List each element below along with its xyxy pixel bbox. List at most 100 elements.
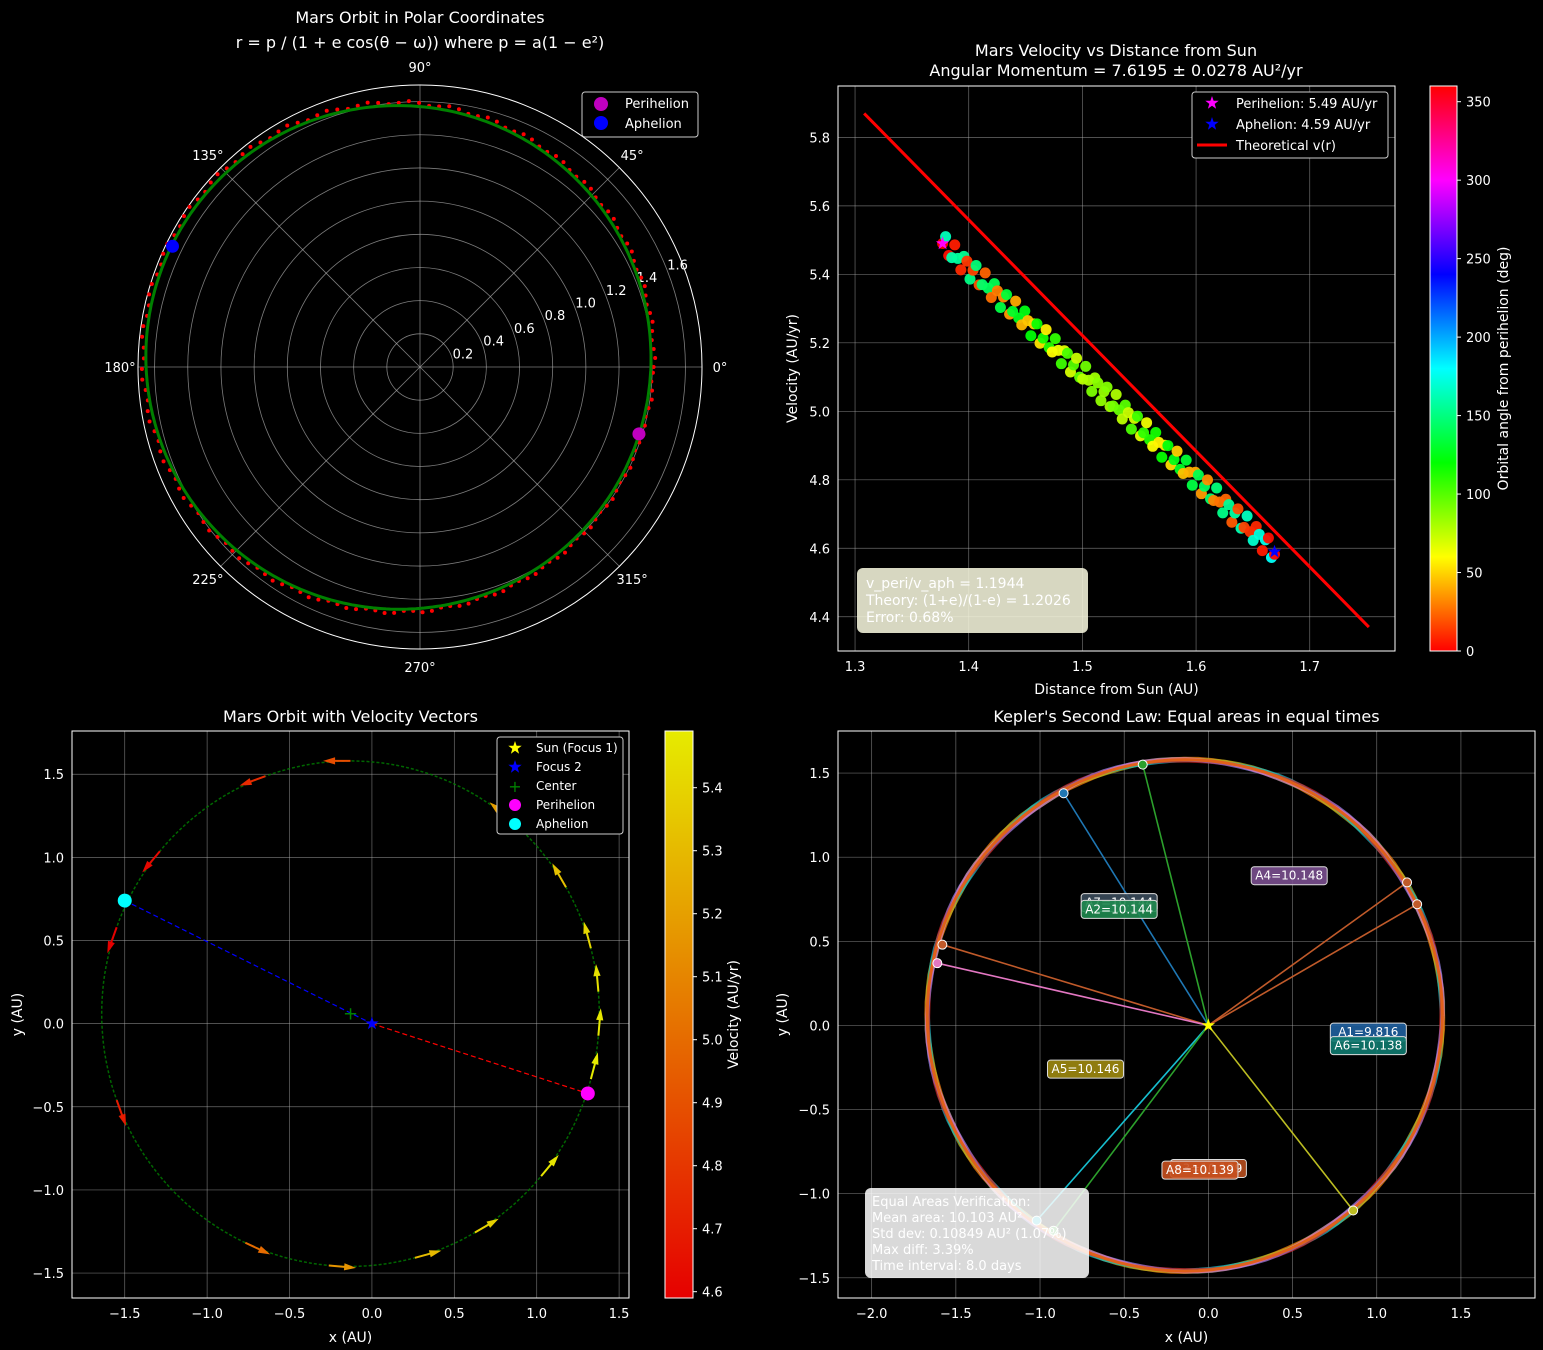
kepler-area-label: A1=9.816: [1338, 1025, 1398, 1039]
polar-observed-point: [246, 561, 251, 566]
velocity-x-tick: 1.4: [958, 660, 979, 675]
polar-observed-point: [344, 606, 349, 611]
polar-observed-point: [258, 140, 263, 145]
kepler-area-label: A2=10.144: [1085, 902, 1153, 916]
velocity-data-point: [1211, 482, 1223, 494]
polar-observed-point: [485, 115, 490, 120]
polar-observed-point: [145, 409, 150, 414]
velocity-aphelion-star: [1267, 544, 1282, 558]
vectors-velocity-arrowhead: [343, 1263, 357, 1271]
polar-observed-point: [494, 119, 499, 124]
velocity-y-tick: 5.2: [809, 337, 830, 352]
kepler-area-label-box: [1161, 1160, 1239, 1180]
vectors-colorbar-tick: 4.7: [702, 1223, 723, 1238]
velocity-y-tick: 4.8: [809, 474, 830, 489]
velocity-colorbar-tick: 100: [1466, 488, 1491, 503]
polar-observed-point: [651, 365, 656, 369]
velocity-data-point: [1055, 358, 1067, 370]
kepler-radius-line: [1207, 1024, 1354, 1212]
velocity-data-point: [1031, 318, 1043, 330]
polar-observed-point: [141, 324, 146, 329]
polar-observed-point: [466, 601, 471, 606]
velocity-data-point: [955, 264, 967, 276]
vectors-y-tick: 0.0: [43, 1018, 64, 1033]
vectors-title: Mars Orbit with Velocity Vectors: [223, 707, 478, 726]
polar-angle-tick: 135°: [192, 149, 223, 164]
vectors-legend: [496, 736, 624, 835]
kepler-area-label: A6=10.138: [1334, 1039, 1402, 1053]
polar-observed-point: [651, 347, 656, 352]
velocity-data-point: [1168, 454, 1180, 466]
vectors-colorbar-tick: 5.1: [702, 971, 723, 986]
polar-angle-tick: 180°: [104, 361, 135, 376]
velocity-data-point: [1086, 385, 1098, 397]
polar-observed-point: [316, 597, 321, 602]
kepler-ylabel: y (AU): [775, 993, 791, 1036]
kepler-area-label-box: [1329, 1036, 1407, 1056]
polar-observed-point: [177, 486, 182, 491]
velocity-axes-frame: [837, 85, 1396, 652]
polar-grid-spoke: [419, 167, 620, 368]
kepler-x-tick: 1.0: [1366, 1307, 1387, 1322]
vectors-x-tick: 0.5: [444, 1307, 465, 1322]
polar-observed-point: [561, 160, 566, 165]
kepler-endpoint: [1402, 877, 1413, 888]
polar-observed-point: [161, 459, 166, 464]
polar-observed-point: [456, 107, 461, 112]
kepler-sun-marker: [1201, 1018, 1215, 1032]
polar-observed-point: [588, 525, 593, 530]
velocity-data-point: [1202, 474, 1214, 486]
velocity-x-tick: 1.7: [1299, 660, 1320, 675]
vectors-velocity-arrowhead: [107, 940, 115, 954]
velocity-data-point: [1019, 305, 1031, 317]
kepler-annotation-line: Time interval: 8.0 days: [871, 1259, 1022, 1274]
vectors-y-tick: 0.5: [43, 935, 64, 950]
kepler-endpoint: [1058, 788, 1069, 799]
polar-observed-point: [406, 99, 411, 104]
velocity-data-point: [1001, 289, 1013, 301]
vectors-x-tick: −1.5: [109, 1307, 141, 1322]
polar-observed-point: [392, 610, 397, 615]
velocity-data-point: [1037, 332, 1049, 344]
velocity-data-point: [1071, 352, 1083, 364]
velocity-colorbar-tick: 50: [1466, 567, 1483, 582]
kepler-panel: Kepler's Second Law: Equal areas in equa…: [775, 707, 1536, 1346]
vectors-legend-entry: Sun (Focus 1): [536, 741, 618, 755]
vectors-velocity-arrowhead: [548, 1155, 559, 1167]
polar-observed-point: [606, 209, 611, 214]
kepler-area-label-box: [1046, 1059, 1124, 1079]
polar-r-tick: 0.4: [483, 335, 504, 350]
polar-observed-point: [642, 423, 647, 428]
kepler-x-tick: −1.5: [940, 1307, 972, 1322]
velocity-colorbar-tick: 0: [1466, 645, 1474, 660]
polar-title: Mars Orbit in Polar Coordinates: [295, 8, 544, 27]
kepler-orbit-segment: [927, 760, 1442, 1271]
vectors-colorbar-tick: 4.8: [702, 1160, 723, 1175]
polar-observed-point: [207, 528, 212, 533]
polar-fit-orbit: [144, 104, 653, 611]
velocity-data-point: [970, 260, 982, 272]
vectors-velocity-arrowhead: [257, 1246, 271, 1255]
vectors-velocity-arrowhead: [118, 1113, 126, 1127]
polar-observed-point: [140, 377, 145, 382]
kepler-orbit: [925, 758, 1444, 1273]
velocity-legend: [1191, 91, 1389, 159]
kepler-radius-line: [1207, 903, 1418, 1027]
polar-observed-point: [237, 556, 242, 561]
polar-observed-point: [240, 152, 245, 157]
vectors-velocity-arrowhead: [583, 921, 591, 935]
polar-observed-point: [650, 388, 655, 393]
polar-observed-point: [181, 496, 186, 501]
vectors-axes-frame: [71, 730, 630, 1299]
vectors-x-tick: 0.0: [362, 1307, 383, 1322]
velocity-colorbar-tick: 250: [1466, 253, 1491, 268]
polar-observed-point: [181, 214, 186, 219]
polar-observed-point: [280, 582, 285, 587]
polar-r-tick: 1.2: [606, 284, 627, 299]
velocity-data-point: [1232, 503, 1244, 515]
polar-observed-point: [382, 610, 387, 615]
kepler-y-tick: −0.5: [798, 1104, 830, 1119]
polar-observed-point: [650, 329, 655, 334]
polar-r-tick: 0.2: [453, 347, 474, 362]
polar-observed-point: [429, 608, 434, 613]
